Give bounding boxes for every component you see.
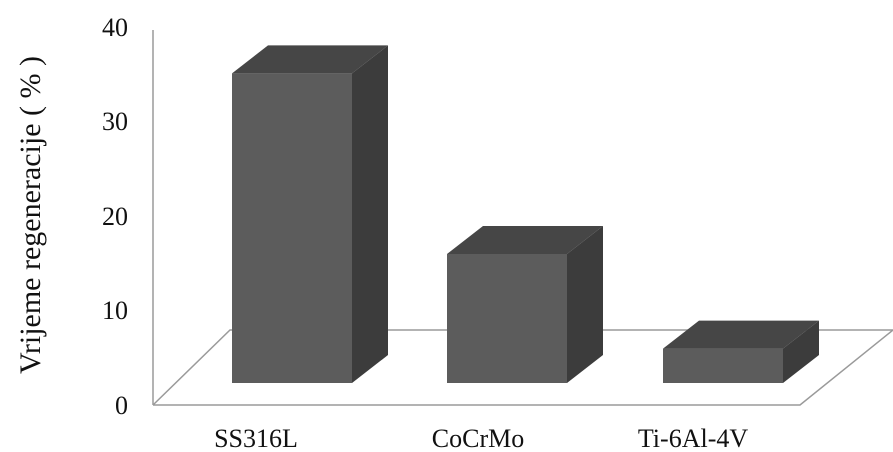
bar-cocrmo: [447, 254, 567, 383]
y-tick-label-30: 30: [102, 107, 128, 136]
y-axis: 0 10 20 30 40: [102, 13, 154, 420]
x-category-label-cocrmo: CoCrMo: [432, 424, 524, 452]
y-tick-label-0: 0: [115, 391, 128, 420]
bar-top-ss316l: [232, 45, 388, 74]
bar-top-cocrmo: [447, 226, 603, 254]
y-tick-label-10: 10: [102, 296, 128, 325]
bar-top-ti6al4v: [663, 320, 819, 349]
y-tick-label-20: 20: [102, 202, 128, 231]
bar-ti6al4v: [663, 348, 783, 383]
bars-group: [232, 45, 819, 384]
x-category-label-ti6al4v: Ti-6Al-4V: [638, 424, 749, 452]
x-category-label-ss316l: SS316L: [214, 424, 298, 452]
y-axis-title: Vrijeme regeneracije ( % ): [14, 56, 47, 374]
bar-side-ti6al4v: [783, 320, 819, 383]
x-axis: SS316L CoCrMo Ti-6Al-4V: [214, 424, 748, 452]
bar-side-cocrmo: [567, 226, 603, 383]
chart-floor: [152, 329, 893, 406]
bar-ss316l: [232, 73, 352, 384]
bar-side-ss316l: [352, 45, 388, 384]
y-tick-label-40: 40: [102, 13, 128, 42]
